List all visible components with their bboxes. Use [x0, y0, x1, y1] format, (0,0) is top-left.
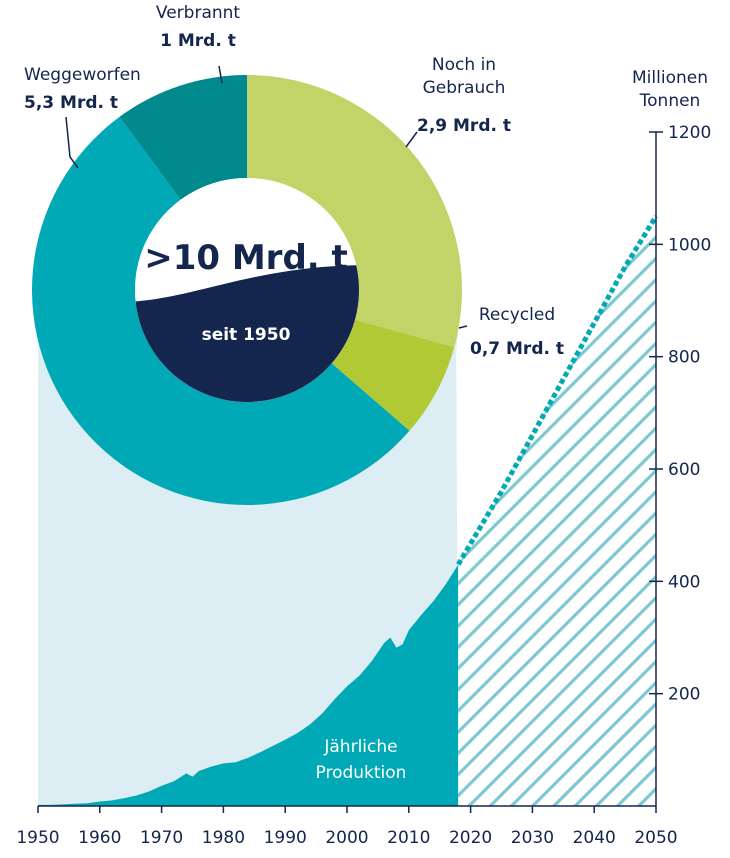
value-label-weggeworfen: 5,3 Mrd. t: [24, 93, 118, 113]
projection-line: [456, 214, 659, 566]
y-tick-label: 1000: [668, 235, 711, 255]
donut-center-value: >10 Mrd. t: [144, 238, 348, 278]
value-label-recycled: 0,7 Mrd. t: [470, 339, 564, 359]
donut-slice-recycled: [331, 319, 455, 431]
y-tick-label: 400: [668, 572, 700, 592]
donut-slice-verbrannt: [119, 75, 247, 200]
donut-center-wave: [135, 265, 359, 402]
series-label-line1: Jährliche: [323, 737, 397, 757]
label-verbrannt: Verbrannt: [156, 3, 241, 23]
projection-area: [458, 216, 656, 806]
x-tick-label: 2040: [573, 828, 616, 848]
leader-line-recycled: [458, 325, 468, 329]
leader-line-noch-in-gebrauch: [405, 131, 418, 148]
donut-slice-noch-in-gebrauch: [247, 75, 462, 348]
leader-line-verbrannt: [218, 65, 223, 84]
leader-line-weggeworfen: [65, 116, 79, 169]
label-noch-in-gebrauch: Noch in: [432, 55, 496, 75]
y-tick-label: 1200: [668, 123, 711, 143]
value-label-noch-in-gebrauch: 2,9 Mrd. t: [417, 116, 511, 136]
x-tick-label: 2050: [634, 828, 677, 848]
y-tick-label: 600: [668, 460, 700, 480]
label-recycled: Recycled: [479, 305, 555, 325]
x-tick-label: 1970: [140, 828, 183, 848]
donut-center-wave-shape: [135, 265, 359, 402]
x-tick-label: 2010: [387, 828, 430, 848]
x-tick-label: 1950: [16, 828, 59, 848]
x-tick-label: 2020: [449, 828, 492, 848]
label-noch-in-gebrauch: Gebrauch: [423, 78, 506, 98]
x-tick-label: 1990: [264, 828, 307, 848]
x-tick-label: 1960: [78, 828, 121, 848]
value-label-verbrannt: 1 Mrd. t: [160, 31, 236, 51]
donut-center-subtitle: seit 1950: [202, 325, 291, 345]
label-weggeworfen: Weggeworfen: [24, 65, 141, 85]
x-tick-label: 1980: [202, 828, 245, 848]
y-axis-label: Tonnen: [639, 91, 701, 111]
actual-production-area: [38, 564, 459, 806]
y-tick-label: 800: [668, 348, 700, 368]
x-tick-label: 2000: [325, 828, 368, 848]
x-tick-label: 2030: [511, 828, 554, 848]
y-tick-label: 200: [668, 685, 700, 705]
series-label-line2: Produktion: [316, 763, 407, 783]
donut-slice-weggeworfen: [31, 116, 410, 506]
y-axis-label: Millionen: [632, 68, 708, 88]
